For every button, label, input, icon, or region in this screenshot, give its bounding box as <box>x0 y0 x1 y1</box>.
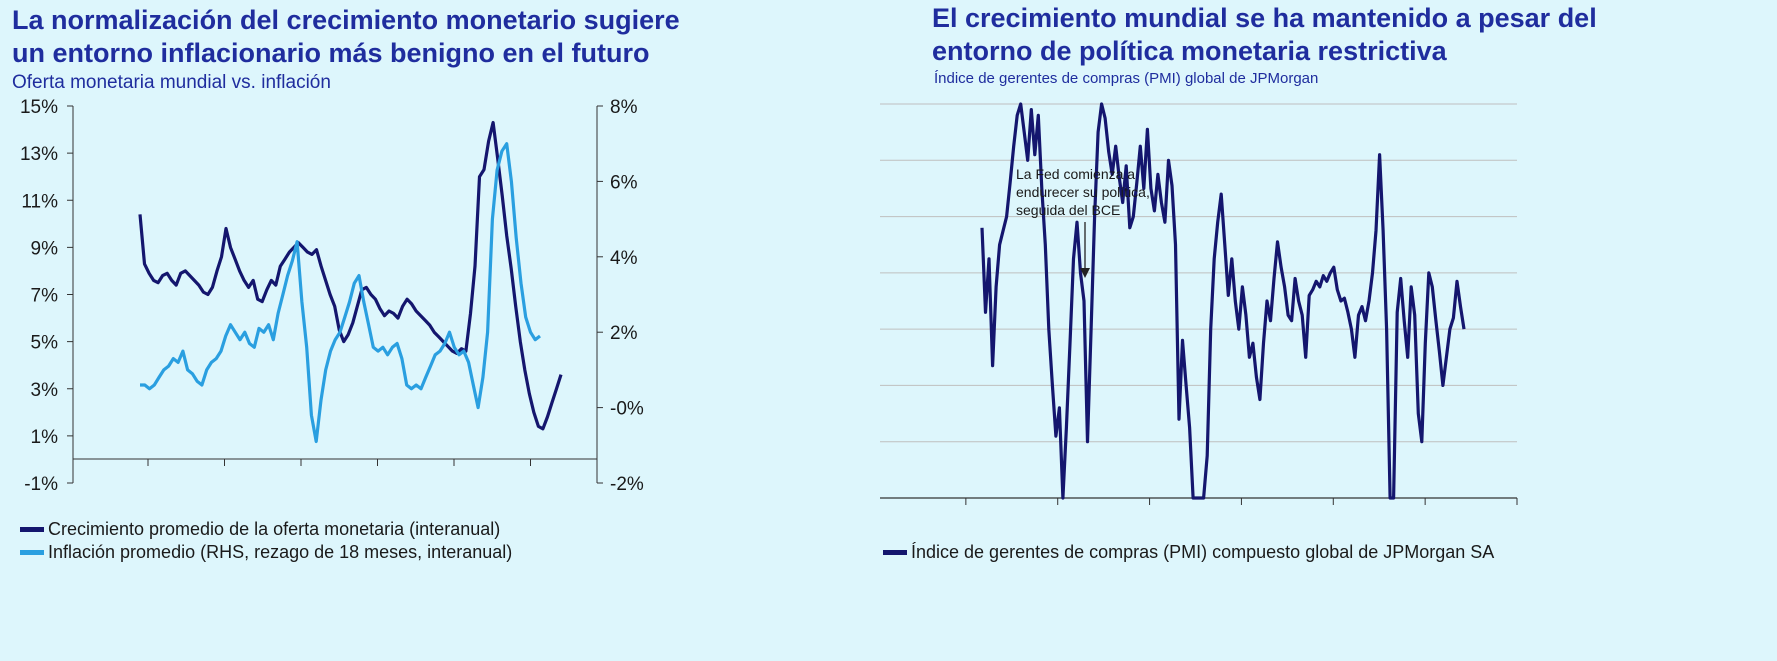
annotation-text-line: La Fed comienza a <box>1016 166 1135 182</box>
right-title-line1: El crecimiento mundial se ha mantenido a… <box>932 3 1597 33</box>
pmi-line <box>980 102 1466 500</box>
left-y-tick-label: -1% <box>24 474 58 495</box>
left-legend-swatch-inflation <box>20 550 44 555</box>
left-legend-item-inflation: Inflación promedio (RHS, rezago de 18 me… <box>20 542 512 563</box>
right-legend-swatch-pmi <box>883 550 907 555</box>
left-chart-title: La normalización del crecimiento monetar… <box>12 4 872 70</box>
left-legend-item-money: Crecimiento promedio de la oferta moneta… <box>20 519 500 540</box>
left-chart-panel: La normalización del crecimiento monetar… <box>0 0 880 661</box>
right-title-line2: entorno de política monetaria restrictiv… <box>932 36 1447 66</box>
right-chart-subtitle: Índice de gerentes de compras (PMI) glob… <box>934 70 1319 87</box>
right-legend-item-pmi: Índice de gerentes de compras (PMI) comp… <box>883 542 1494 563</box>
annotation-text-line: seguida del BCE <box>1016 202 1120 218</box>
right-chart-plot: 6058565452504846La Fed comienza aendurec… <box>880 102 1518 505</box>
left-legend-label-money: Crecimiento promedio de la oferta moneta… <box>48 519 501 539</box>
left-title-line1: La normalización del crecimiento monetar… <box>12 5 680 35</box>
right-y-tick-label: 8% <box>610 97 638 118</box>
right-legend-label-pmi: Índice de gerentes de compras (PMI) comp… <box>911 542 1495 562</box>
annotation-text-line: endurecer su política, <box>1016 184 1150 200</box>
inflation-line <box>140 142 541 444</box>
left-chart-plot: 15% 13% 11% 9% 7% 5% 3% 1% -1% 8% 6% 4% 2% -0% -2% <box>20 97 644 495</box>
left-legend-swatch-money <box>20 527 44 532</box>
right-y-tick-label: 6% <box>610 172 638 193</box>
left-y-tick-label: 5% <box>31 333 59 354</box>
left-chart-subtitle: Oferta monetaria mundial vs. inflación <box>12 72 331 93</box>
right-chart-panel: El crecimiento mundial se ha mantenido a… <box>880 0 1777 661</box>
annotation-arrow-head <box>1080 268 1090 278</box>
right-y-tick-label: 2% <box>610 323 638 344</box>
left-y-tick-label: 3% <box>31 380 59 401</box>
left-y-tick-label: 15% <box>20 97 58 118</box>
left-y-tick-label: 9% <box>31 238 59 259</box>
right-chart-title: El crecimiento mundial se ha mantenido a… <box>932 2 1752 68</box>
left-y-tick-label: 11% <box>21 191 58 212</box>
right-y-tick-label: -2% <box>610 474 644 495</box>
left-y-tick-label: 13% <box>20 144 58 165</box>
left-y-tick-label: 7% <box>31 286 59 307</box>
money-supply-line <box>138 120 563 431</box>
left-title-line2: un entorno inflacionario más benigno en … <box>12 38 650 68</box>
left-legend-label-inflation: Inflación promedio (RHS, rezago de 18 me… <box>48 542 513 562</box>
right-y-tick-label: 4% <box>610 248 638 269</box>
right-y-tick-label: -0% <box>610 399 644 420</box>
left-y-tick-label: 1% <box>31 427 59 448</box>
